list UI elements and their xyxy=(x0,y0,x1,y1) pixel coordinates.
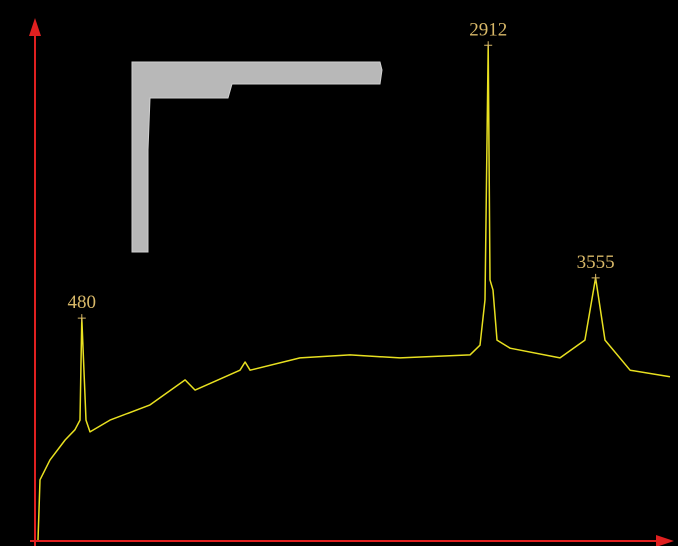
peak-label: 2912 xyxy=(469,19,507,40)
chart: 480 2912 3555 xyxy=(0,0,678,546)
peak-label: 480 xyxy=(68,292,97,313)
peak-label: 3555 xyxy=(577,252,615,273)
page: {"chart_data": {"type": "line", "x": [21… xyxy=(0,0,678,546)
